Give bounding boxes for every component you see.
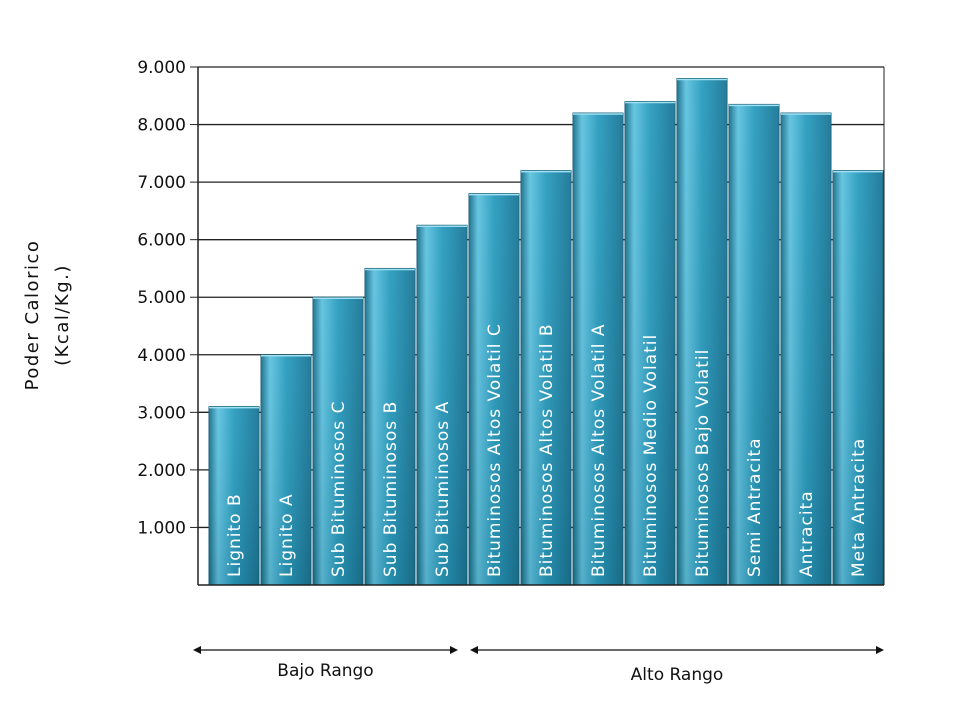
bar-group: Meta Antracita	[832, 170, 884, 586]
bar-shade	[261, 354, 311, 585]
range-bracket: Bajo Rango	[193, 646, 458, 681]
bar-group: Sub Bituminosos A	[416, 224, 468, 586]
y-axis-label-line2: (Kcal/Kg.)	[52, 264, 73, 366]
bar-group: Lignito A	[260, 354, 312, 586]
bar-group: Sub Bituminosos B	[364, 267, 416, 586]
bar-group: Antracita	[780, 112, 832, 586]
bar-shade	[781, 113, 831, 586]
bar-category-label: Semi Antracita	[745, 437, 765, 577]
bar-category-label: Bituminosos Altos Volatil A	[589, 324, 609, 577]
bar-category-label: Bituminosos Altos Volatil B	[537, 323, 557, 577]
y-tick-label: 8.000	[137, 116, 186, 136]
y-tick-label: 1.000	[137, 518, 186, 538]
y-tick-label: 6.000	[137, 231, 186, 251]
bar-group: Bituminosos Bajo Volatil	[676, 78, 728, 586]
bar-category-label: Lignito B	[225, 493, 245, 577]
range-label: Bajo Rango	[277, 661, 373, 681]
bar-group: Sub Bituminosos C	[312, 296, 364, 586]
bar-shade	[365, 268, 415, 585]
bar-shade	[521, 170, 571, 585]
bar-shade	[833, 170, 883, 585]
range-arrow-left	[470, 646, 478, 654]
y-tick-label: 4.000	[137, 346, 186, 366]
bar-shade	[417, 225, 467, 585]
bar-category-label: Sub Bituminosos C	[329, 401, 349, 577]
bar-category-label: Sub Bituminosos B	[381, 401, 401, 577]
range-label: Alto Rango	[631, 665, 724, 685]
y-tick-label: 5.000	[137, 288, 186, 308]
range-arrow-left	[193, 646, 201, 654]
bar-shade	[625, 101, 675, 586]
y-tick-label: 9.000	[137, 58, 186, 78]
bar-shade	[677, 78, 727, 585]
range-brackets: Bajo Rango Alto Rango	[193, 646, 884, 685]
bar-shade	[573, 113, 623, 586]
axes	[197, 67, 885, 586]
bar-shade	[209, 406, 259, 585]
bar-category-label: Lignito A	[277, 493, 297, 577]
y-tick-label: 2.000	[137, 461, 186, 481]
y-axis-label-line1: Poder Calorico	[22, 240, 43, 391]
bar-category-label: Bituminosos Bajo Volatil	[693, 349, 713, 577]
bar-group: Semi Antracita	[728, 103, 780, 586]
bar-category-label: Bituminosos Medio Volatil	[641, 334, 661, 577]
bar-group: Bituminosos Medio Volatil	[624, 101, 676, 586]
bar-group: Lignito B	[208, 406, 260, 586]
bar-shade	[729, 104, 779, 586]
range-arrow-right	[450, 646, 458, 654]
bar-shade	[313, 297, 363, 585]
bar-category-label: Sub Bituminosos A	[433, 401, 453, 577]
bar-group: Bituminosos Altos Volatil A	[572, 112, 624, 586]
bar-category-label: Antracita	[797, 490, 817, 577]
bar-shade	[469, 193, 519, 585]
bar-category-label: Meta Antracita	[849, 438, 869, 577]
bar-group: Bituminosos Altos Volatil B	[520, 170, 572, 586]
bar-category-label: Bituminosos Altos Volatil C	[485, 323, 505, 577]
y-tick-label: 3.000	[137, 403, 186, 423]
y-tick-labels: 1.000 2.000 3.000 4.000 5.000 6.000 7.000 8.000…	[137, 58, 186, 538]
bar-group: Bituminosos Altos Volatil C	[468, 193, 520, 586]
range-bracket: Alto Rango	[470, 646, 884, 685]
y-tick-label: 7.000	[137, 173, 186, 193]
range-arrow-right	[876, 646, 884, 654]
bars: Lignito B Lignito A Sub Bituminosos C Sub B…	[208, 78, 884, 586]
